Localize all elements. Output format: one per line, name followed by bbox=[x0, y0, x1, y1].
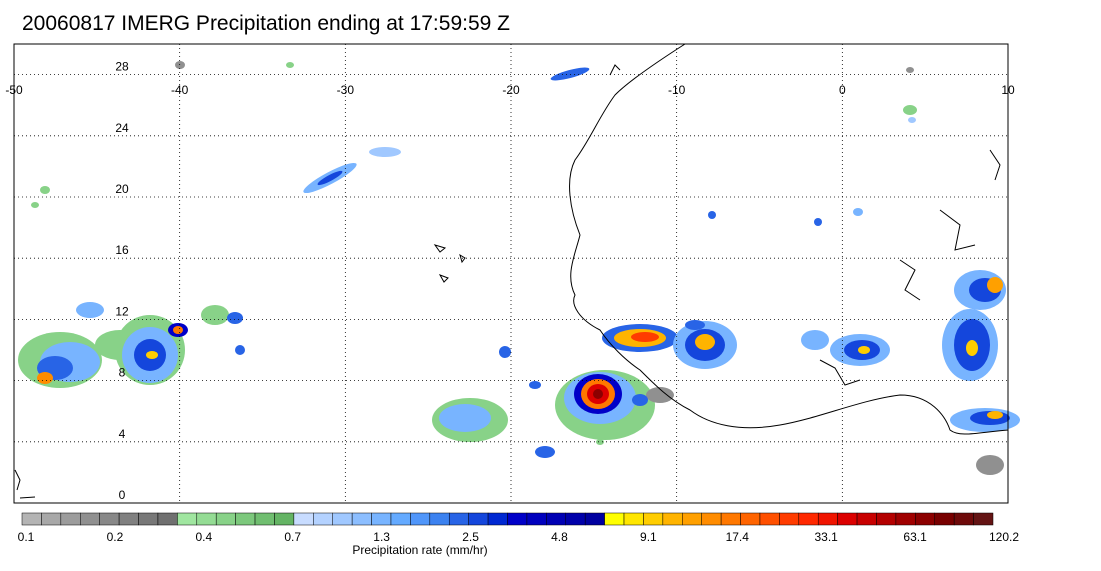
colorbar-swatch bbox=[138, 512, 159, 526]
colorbar-swatch bbox=[196, 512, 217, 526]
colorbar-tick-label: 1.3 bbox=[373, 530, 390, 544]
colorbar-swatch bbox=[332, 512, 353, 526]
colorbar-swatch bbox=[682, 512, 702, 526]
colorbar-tick-label: 9.1 bbox=[640, 530, 657, 544]
colorbar-swatch bbox=[934, 512, 955, 526]
colorbar-swatch bbox=[643, 512, 664, 526]
graticule bbox=[13, 44, 1009, 504]
colorbar-tick-label: 0.2 bbox=[107, 530, 124, 544]
lat-tick-label: 20 bbox=[115, 182, 129, 196]
lon-tick-label: 10 bbox=[1001, 83, 1015, 97]
longitude-labels: -50 -40 -30 -20 -10 0 10 bbox=[5, 83, 1015, 97]
colorbar-swatch bbox=[118, 512, 139, 526]
rain-band-northwest bbox=[303, 67, 590, 194]
colorbar-swatch bbox=[293, 512, 314, 526]
colorbar-swatch bbox=[779, 512, 800, 526]
lon-tick-label: -50 bbox=[5, 83, 23, 97]
colorbar-swatch bbox=[623, 512, 644, 526]
colorbar-swatch bbox=[313, 512, 333, 526]
colorbar-swatch bbox=[817, 512, 838, 526]
colorbar-swatch bbox=[235, 512, 256, 526]
colorbar-swatch bbox=[526, 512, 547, 526]
colorbar-swatch bbox=[351, 512, 372, 526]
colorbar-swatch bbox=[720, 512, 741, 526]
colorbar-label: Precipitation rate (mm/hr) bbox=[352, 543, 487, 557]
lat-tick-label: 12 bbox=[115, 304, 129, 318]
colorbar-swatch bbox=[468, 512, 489, 526]
colorbar-swatch bbox=[371, 512, 392, 526]
colorbar-tick-label: 0.7 bbox=[284, 530, 301, 544]
lat-tick-label: 16 bbox=[115, 243, 129, 257]
colorbar-swatch bbox=[99, 512, 120, 526]
colorbar-swatch bbox=[895, 512, 916, 526]
lon-tick-label: -10 bbox=[668, 83, 686, 97]
colorbar-swatch bbox=[390, 512, 411, 526]
colorbar-swatch bbox=[837, 512, 858, 526]
colorbar-swatch bbox=[448, 512, 469, 526]
colorbar-swatch bbox=[410, 512, 431, 526]
colorbar-tick-label: 33.1 bbox=[815, 530, 839, 544]
colorbar-swatch bbox=[953, 512, 974, 526]
latitude-labels: 0 4 8 12 16 20 24 28 bbox=[115, 60, 129, 502]
colorbar-swatch bbox=[740, 512, 761, 526]
rain-cluster-coast bbox=[602, 320, 737, 369]
colorbar-tick-label: 2.5 bbox=[462, 530, 479, 544]
colorbar-swatch bbox=[487, 512, 508, 526]
map-title: 20060817 IMERG Precipitation ending at 1… bbox=[22, 12, 510, 35]
colorbar-swatch bbox=[215, 512, 236, 526]
colorbar-swatch bbox=[584, 512, 605, 526]
colorbar-tick-label: 4.8 bbox=[551, 530, 568, 544]
rain-cluster-guinea bbox=[555, 370, 674, 440]
colorbar-swatch bbox=[429, 512, 450, 526]
rain-scattered bbox=[175, 61, 917, 445]
lon-tick-label: -30 bbox=[337, 83, 355, 97]
colorbar-tick-label: 0.4 bbox=[195, 530, 212, 544]
colorbar-swatch bbox=[41, 512, 62, 526]
rain-cluster-east bbox=[801, 270, 1020, 475]
colorbar-swatch bbox=[759, 512, 780, 526]
colorbar-tick-label: 120.2 bbox=[989, 530, 1019, 544]
colorbar-tick-label: 63.1 bbox=[903, 530, 927, 544]
colorbar-swatch bbox=[60, 512, 81, 526]
colorbar-swatch bbox=[177, 512, 198, 526]
colorbar-tick-label: 0.1 bbox=[18, 530, 35, 544]
colorbar-swatch bbox=[274, 512, 295, 526]
colorbar-swatch bbox=[565, 512, 586, 526]
colorbar-swatch bbox=[21, 512, 42, 526]
colorbar-swatch bbox=[701, 512, 722, 526]
colorbar-swatch bbox=[876, 512, 897, 526]
colorbar-swatch bbox=[254, 512, 275, 526]
colorbar-tick-labels: 0.1 0.2 0.4 0.7 1.3 2.5 4.8 9.1 17.4 33.1 63.1 120.… bbox=[18, 530, 1020, 544]
colorbar-swatch bbox=[915, 512, 935, 526]
colorbar-tick-label: 17.4 bbox=[726, 530, 750, 544]
colorbar-swatch bbox=[546, 512, 567, 526]
colorbar-swatch bbox=[507, 512, 528, 526]
rain-cluster-west bbox=[18, 186, 245, 388]
colorbar-swatch bbox=[157, 512, 178, 526]
lat-tick-label: 4 bbox=[119, 427, 126, 441]
colorbar-swatch bbox=[798, 512, 819, 526]
lon-tick-label: 0 bbox=[839, 83, 846, 97]
colorbar bbox=[21, 512, 994, 526]
colorbar-swatch bbox=[973, 512, 994, 526]
colorbar-swatch bbox=[662, 512, 683, 526]
coastline bbox=[14, 43, 1009, 499]
precipitation-field bbox=[18, 61, 1020, 475]
colorbar-swatch bbox=[604, 512, 625, 526]
lat-tick-label: 8 bbox=[119, 366, 126, 380]
lat-tick-label: 24 bbox=[115, 121, 129, 135]
lon-tick-label: -20 bbox=[502, 83, 520, 97]
map-frame bbox=[13, 43, 1009, 504]
colorbar-swatch bbox=[856, 512, 877, 526]
lon-tick-label: -40 bbox=[171, 83, 189, 97]
colorbar-swatch bbox=[80, 512, 100, 526]
lat-tick-label: 28 bbox=[115, 60, 129, 74]
lat-tick-label: 0 bbox=[119, 488, 126, 502]
rain-cluster-central bbox=[432, 346, 555, 458]
